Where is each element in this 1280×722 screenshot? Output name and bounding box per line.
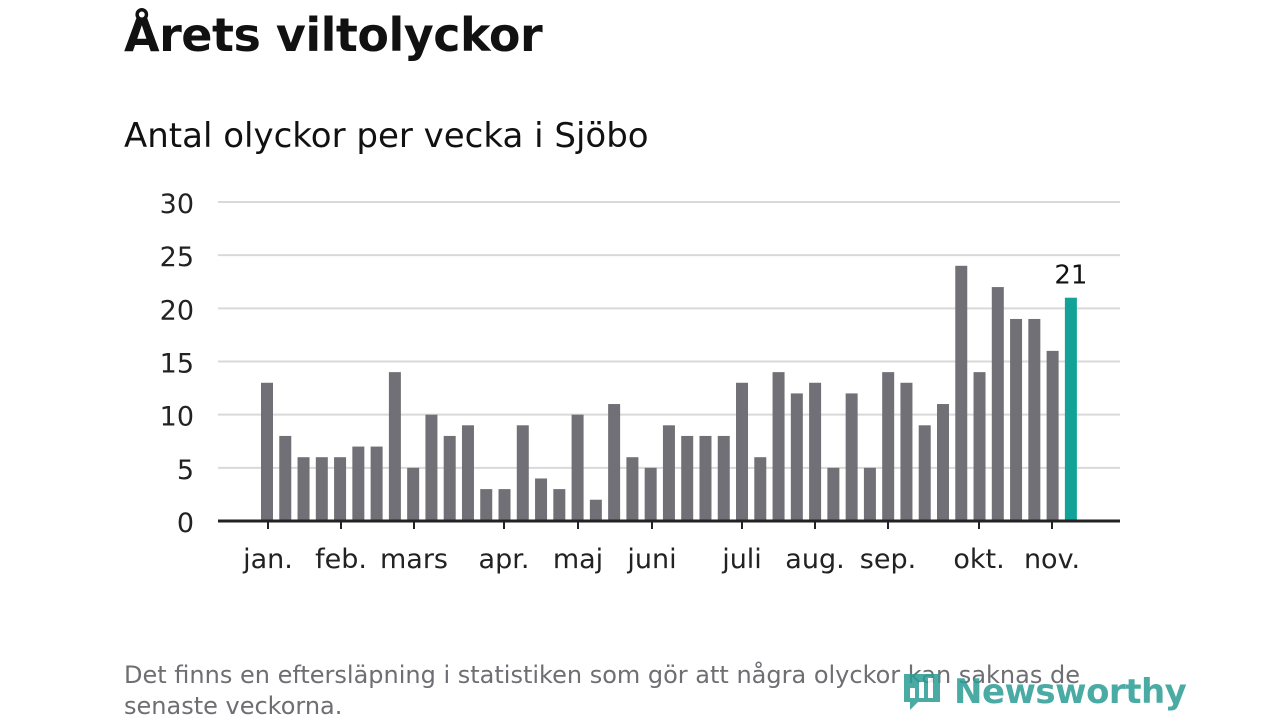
bar xyxy=(443,435,456,521)
bar xyxy=(973,372,986,521)
x-tick-label: maj xyxy=(553,544,603,575)
bar xyxy=(754,457,767,521)
bar xyxy=(571,414,584,521)
bar xyxy=(498,489,511,521)
bar xyxy=(717,435,730,521)
bar xyxy=(863,467,876,521)
y-tick-label: 5 xyxy=(177,455,194,486)
y-tick-label: 10 xyxy=(160,402,194,433)
y-tick-label: 20 xyxy=(160,295,194,326)
bar xyxy=(1046,350,1059,521)
bar xyxy=(790,393,803,521)
bar xyxy=(480,489,493,521)
bar xyxy=(827,467,840,521)
bar xyxy=(736,382,749,521)
bar xyxy=(535,478,548,521)
bar xyxy=(644,467,657,521)
chart-title: Årets viltolyckor xyxy=(124,8,543,62)
x-tick-label: okt. xyxy=(953,544,1004,575)
y-tick-label: 30 xyxy=(160,189,194,220)
bar xyxy=(352,446,365,521)
x-tick-label: mars xyxy=(380,544,448,575)
bar xyxy=(809,382,822,521)
chart-subtitle: Antal olyckor per vecka i Sjöbo xyxy=(124,116,649,156)
y-tick-label: 0 xyxy=(177,508,194,539)
bar xyxy=(991,287,1004,521)
x-tick-label: jan. xyxy=(242,544,293,575)
bar xyxy=(845,393,858,521)
bar xyxy=(662,425,675,521)
bar xyxy=(589,499,602,521)
newsworthy-logo: Newsworthy xyxy=(900,668,1187,716)
bar xyxy=(261,382,273,521)
bar xyxy=(516,425,529,521)
bar xyxy=(699,435,712,521)
y-tick-label: 15 xyxy=(160,349,194,380)
bar xyxy=(626,457,639,521)
bar xyxy=(900,382,913,521)
bar xyxy=(681,435,694,521)
bar xyxy=(1010,318,1023,521)
bar xyxy=(918,425,931,521)
highlighted-bar xyxy=(1064,297,1077,521)
bar xyxy=(882,372,895,521)
bar xyxy=(461,425,474,521)
x-tick-label: juli xyxy=(721,544,762,575)
y-tick-label: 25 xyxy=(160,242,194,273)
bar xyxy=(425,414,438,521)
x-tick-label: sep. xyxy=(860,544,916,575)
x-tick-label: feb. xyxy=(315,544,367,575)
newsworthy-logo-icon xyxy=(904,674,940,710)
bar xyxy=(370,446,383,521)
logo-text: Newsworthy xyxy=(954,672,1187,712)
bar xyxy=(955,265,968,521)
bar xyxy=(334,457,347,521)
bar xyxy=(388,372,401,521)
x-tick-label: nov. xyxy=(1024,544,1080,575)
bar xyxy=(936,404,949,521)
bar xyxy=(772,372,785,521)
bar xyxy=(1028,318,1041,521)
bar xyxy=(407,467,420,521)
data-label: 21 xyxy=(1054,261,1087,291)
bar xyxy=(315,457,328,521)
bar xyxy=(297,457,310,521)
x-tick-label: apr. xyxy=(479,544,530,575)
bar xyxy=(608,404,621,521)
bar xyxy=(553,489,566,521)
x-tick-label: juni xyxy=(626,544,676,575)
bar xyxy=(279,435,292,521)
x-tick-label: aug. xyxy=(785,544,844,575)
